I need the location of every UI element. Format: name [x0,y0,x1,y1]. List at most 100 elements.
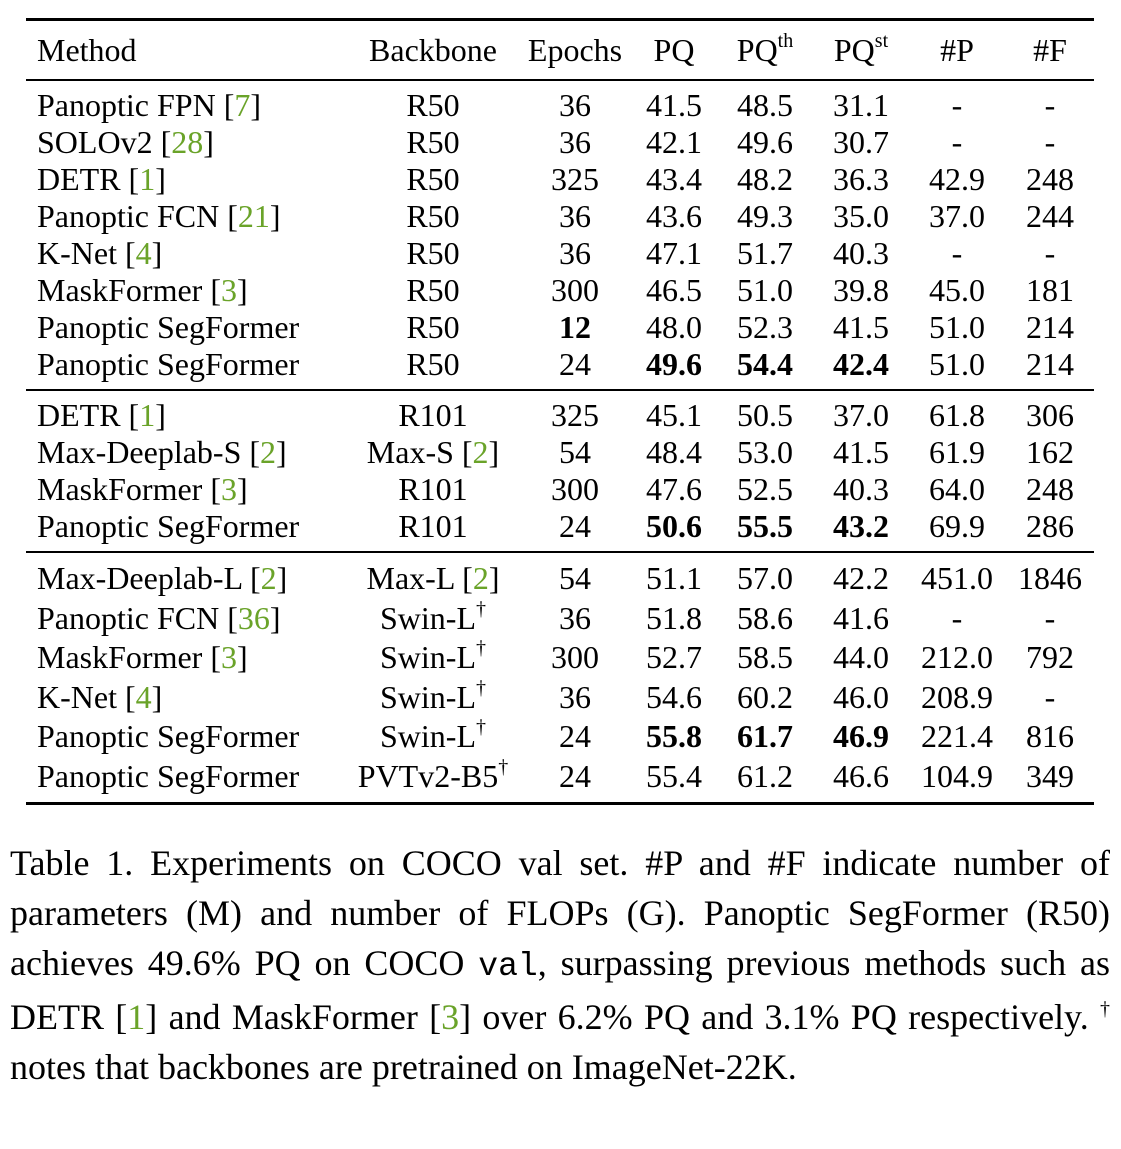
caption-text: , surpassing previous methods such as DE… [10,943,1110,1037]
citation-link[interactable]: 1 [139,161,156,197]
citation-link[interactable]: 4 [135,235,152,271]
cell-params: - [951,599,963,636]
bracket-open: [ [249,434,261,470]
cell-pq: 54.6 [646,678,702,715]
cell-method: K-Net [4] [26,235,347,272]
method-name: K-Net [37,235,125,271]
cell-pq-stuff: 41.5 [833,309,889,345]
citation-link[interactable]: 3 [220,639,237,676]
cell-epochs: 36 [559,678,591,715]
cell-pq: 48.4 [646,434,702,470]
bottom-rule [26,802,1094,805]
cell-params: - [951,124,963,160]
cell-pq: 45.1 [646,397,702,433]
table-row: Panoptic SegFormer Swin-L† 24 55.8 61.7 46.9 2… [26,717,1095,757]
citation-link[interactable]: 2 [472,560,489,597]
cell-method: MaskFormer [3] [26,471,347,508]
cell-params: 64.0 [929,471,985,507]
citation-link[interactable]: 1 [127,997,146,1037]
section-rule [26,551,1094,553]
cell-pq-stuff: 40.3 [833,235,889,271]
cell-method: Panoptic FCN [36] [26,599,347,639]
cell-backbone: Swin-L† [347,599,519,639]
cell-pq-stuff: 43.2 [833,508,889,544]
cell-backbone: R101 [347,471,519,508]
header-row: Method Backbone Epochs PQ PQth PQst #P #… [26,21,1095,79]
cell-epochs: 54 [559,434,591,470]
table-row: Max-Deeplab-S [2] Max-S [2] 54 48.4 53.0 41.5… [26,434,1095,471]
cell-flops: 286 [1026,508,1074,544]
cell-pq: 50.6 [646,508,702,544]
header-pq: PQ [653,31,695,68]
citation-link[interactable]: 21 [237,198,270,234]
citation-link[interactable]: 3 [220,272,237,308]
citation-link[interactable]: 28 [171,124,204,160]
cell-flops: - [1044,599,1056,636]
cell-pq-things: 60.2 [737,678,793,715]
cell-pq: 47.1 [646,235,702,271]
table-row: Panoptic SegFormer R50 12 48.0 52.3 41.5 51.0 2… [26,309,1095,346]
cell-params: 208.9 [921,678,993,715]
dagger-mark: † [476,716,486,739]
citation-link[interactable]: 2 [260,560,277,597]
citation-link[interactable]: 2 [260,434,277,470]
table-row: Panoptic FCN [21] R50 36 43.6 49.3 35.0 37.0 24… [26,198,1095,235]
bracket-close: ] [151,235,163,271]
backbone-name: Max-L [366,560,463,597]
method-name: Panoptic SegFormer [37,757,300,794]
cell-method: Panoptic SegFormer [26,508,347,551]
dagger-mark: † [476,676,486,699]
bracket-close: ] [250,87,261,123]
citation-link[interactable]: 3 [220,471,237,507]
cell-pq-things: 48.2 [737,161,793,197]
cell-pq-stuff: 40.3 [833,471,889,507]
cell-method: MaskFormer [3] [26,272,347,309]
cell-params: 37.0 [929,198,985,234]
header-pq-stuff-base: PQ [833,31,875,68]
cell-method: Max-Deeplab-L [2] [26,553,347,599]
table-section-r101: DETR [1] R101 325 45.1 50.5 37.0 61.8 306 Max-De… [26,391,1095,551]
cell-method: Panoptic SegFormer [26,717,347,757]
cell-method: Max-Deeplab-S [2] [26,434,347,471]
cell-pq-stuff: 42.2 [833,560,889,597]
citation-link[interactable]: 1 [139,397,156,433]
cell-flops: 214 [1026,309,1074,345]
cell-flops: - [1044,87,1056,123]
table-row: K-Net [4] Swin-L† 36 54.6 60.2 46.0 208.9- [26,678,1095,718]
method-name: MaskFormer [37,471,211,507]
cell-params: 45.0 [929,272,985,308]
citation-link[interactable]: 36 [237,599,270,636]
method-name: MaskFormer [37,272,211,308]
cell-epochs: 325 [551,397,599,433]
backbone-name: R50 [406,272,460,308]
cell-params: 51.0 [929,309,985,345]
cell-pq: 55.8 [646,718,702,755]
cell-epochs: 36 [559,124,591,160]
cell-pq-things: 49.6 [737,124,793,160]
cell-flops: 816 [1026,718,1074,755]
cell-backbone: Max-S [2] [347,434,519,471]
cell-flops: 306 [1026,397,1074,433]
citation-link[interactable]: 3 [441,997,460,1037]
citation-link[interactable]: 7 [234,87,251,123]
cell-flops: - [1044,124,1056,160]
cell-backbone: R50 [347,81,519,124]
cell-pq-stuff: 42.4 [833,346,889,382]
bracket-close: ] [276,434,287,470]
citation-link[interactable]: 2 [472,434,489,470]
cell-backbone: R50 [347,198,519,235]
table-row: DETR [1] R50 325 43.4 48.2 36.3 42.9 248 [26,161,1095,198]
citation-link[interactable]: 4 [135,678,152,715]
cell-pq-things: 48.5 [737,87,793,123]
header-pq-things: PQth [717,21,813,79]
top-rule [26,18,1094,21]
header-method: Method [37,31,137,68]
cell-method: DETR [1] [26,161,347,198]
cell-backbone: R50 [347,272,519,309]
table-row: MaskFormer [3] Swin-L† 300 52.7 58.5 44.0 212.… [26,638,1095,678]
bracket-close: ] [488,434,500,470]
cell-pq-things: 61.2 [737,757,793,794]
table-row: MaskFormer [3] R50 300 46.5 51.0 39.8 45.0 181 [26,272,1095,309]
backbone-name: Swin-L [380,718,476,755]
method-name: MaskFormer [37,639,211,676]
